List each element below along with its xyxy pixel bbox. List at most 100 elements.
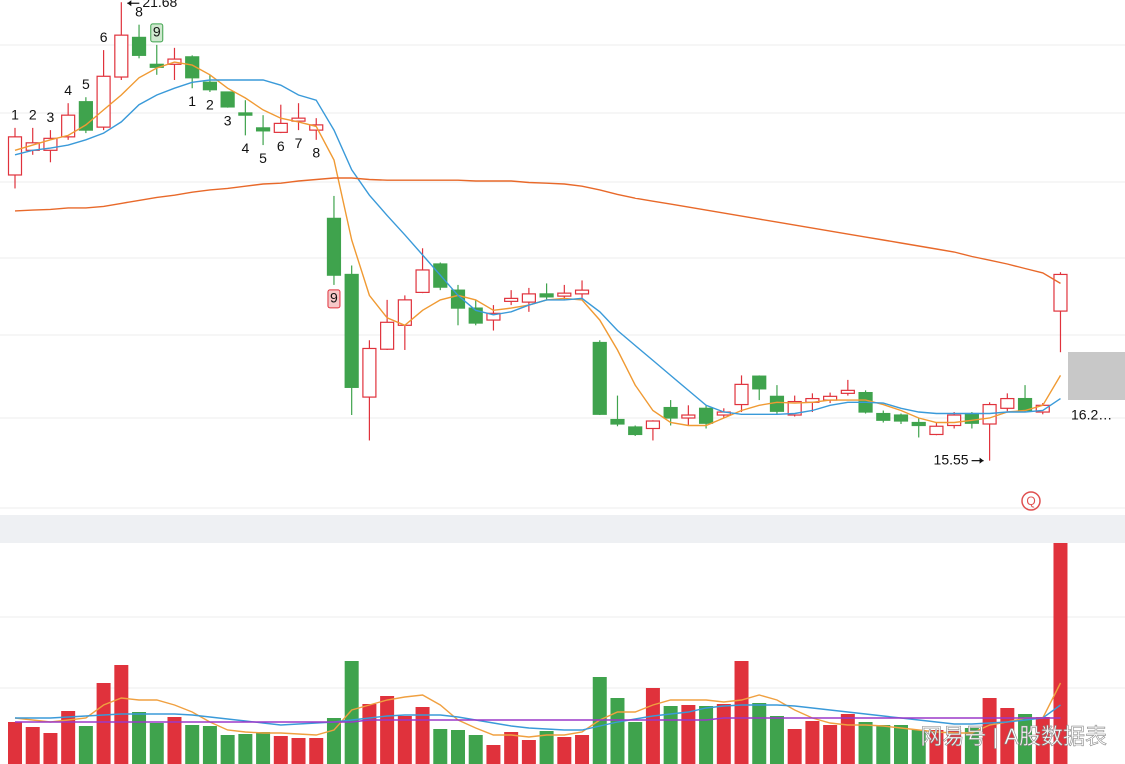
- volume-bar: [433, 729, 448, 764]
- volume-bar: [716, 704, 731, 764]
- volume-bar: [8, 722, 22, 764]
- candle-body: [273, 122, 288, 133]
- ma-line: [14, 177, 1061, 285]
- volume-bar: [167, 717, 182, 764]
- td-count: 1: [11, 107, 19, 123]
- volume-bar: [610, 698, 625, 764]
- panel-divider: [0, 515, 1125, 543]
- volume-bar: [25, 727, 40, 764]
- volume-bar: [149, 723, 164, 764]
- volume-bar: [202, 726, 217, 764]
- td-count: 3: [224, 112, 232, 128]
- td-count: 5: [259, 150, 267, 166]
- candle-body: [255, 127, 271, 132]
- ma-line: [14, 79, 1061, 415]
- candle-body: [787, 400, 802, 416]
- candle-body: [947, 414, 962, 427]
- volume-ma-line: [14, 682, 1062, 738]
- candle-body: [415, 269, 430, 293]
- marker-label: Q: [1026, 494, 1035, 508]
- candle-body: [326, 217, 342, 276]
- volume-bar: [539, 731, 554, 764]
- annotation-arrow: [127, 0, 132, 7]
- last-price-label: 16.2…: [1071, 407, 1112, 423]
- volume-bar: [486, 745, 501, 764]
- candle-body: [982, 403, 997, 425]
- candle-body: [911, 421, 926, 427]
- candle-body: [876, 412, 891, 421]
- volume-bar: [220, 735, 235, 764]
- candle-body: [362, 347, 377, 398]
- volume-bar: [840, 714, 855, 764]
- candle-body: [344, 273, 359, 388]
- volume-bar: [43, 733, 58, 764]
- candle-body: [610, 418, 625, 425]
- volume-bar: [521, 740, 536, 764]
- volume-bar: [1035, 717, 1050, 764]
- volume-bar: [380, 696, 395, 764]
- volume-bar: [344, 661, 359, 764]
- candle-body: [628, 426, 643, 436]
- td-count: 2: [206, 97, 214, 113]
- td-count: 9: [330, 290, 338, 306]
- volume-bar: [769, 716, 784, 764]
- candle-body: [380, 321, 395, 350]
- candle-body: [645, 420, 661, 430]
- candle-body: [114, 34, 129, 78]
- marker-circle: [1021, 491, 1041, 511]
- candle-body: [1000, 397, 1015, 409]
- volume-bar: [823, 725, 838, 764]
- volume-bar: [1018, 714, 1033, 764]
- candle-body: [698, 407, 714, 424]
- volume-ma-line: [15, 717, 1061, 723]
- volume-bar: [61, 711, 76, 764]
- candle-body: [592, 341, 607, 415]
- volume-bar: [1053, 543, 1068, 764]
- low-label: 15.55: [934, 451, 969, 467]
- watermark: 网易号 | A股数据表: [920, 724, 1107, 749]
- candle-body: [185, 56, 200, 79]
- candle-body: [663, 406, 678, 419]
- volume-bar: [734, 661, 749, 764]
- volume-bar: [397, 716, 412, 764]
- volume-bar: [132, 712, 147, 764]
- volume-bar: [96, 683, 111, 764]
- td-count: 2: [29, 107, 37, 123]
- volume-bar: [504, 732, 519, 764]
- td-count: 5: [82, 76, 90, 92]
- volume-bar: [628, 722, 643, 764]
- candle-body: [96, 75, 111, 128]
- price-tag-box: [1068, 352, 1125, 400]
- candle-body: [752, 375, 767, 390]
- candle-body: [450, 289, 466, 309]
- td-count: 6: [277, 138, 285, 154]
- candle-body: [964, 412, 979, 424]
- candle-body: [557, 292, 572, 297]
- candle-body: [61, 114, 76, 138]
- volume-bar: [911, 730, 926, 764]
- candle-body: [220, 91, 235, 108]
- candle-body: [202, 81, 218, 91]
- volume-bar: [964, 728, 979, 764]
- volume-bar: [468, 735, 483, 764]
- volume-bar: [645, 688, 660, 764]
- volume-bar: [273, 736, 288, 764]
- volume-bar: [858, 722, 873, 764]
- td-count: 8: [312, 145, 320, 161]
- candle-body: [929, 425, 944, 436]
- volume-bar: [929, 730, 944, 764]
- td-count: 9: [153, 24, 161, 40]
- td-count: 4: [241, 140, 249, 156]
- volume-bar: [787, 729, 802, 764]
- volume-ma-line: [15, 704, 1061, 731]
- candle-body: [238, 112, 253, 116]
- volume-bar: [185, 725, 200, 764]
- candle-body: [539, 293, 554, 298]
- candle-body: [291, 117, 306, 122]
- volume-bar: [256, 732, 271, 764]
- td-count: 6: [100, 29, 108, 45]
- candle-body: [7, 136, 23, 176]
